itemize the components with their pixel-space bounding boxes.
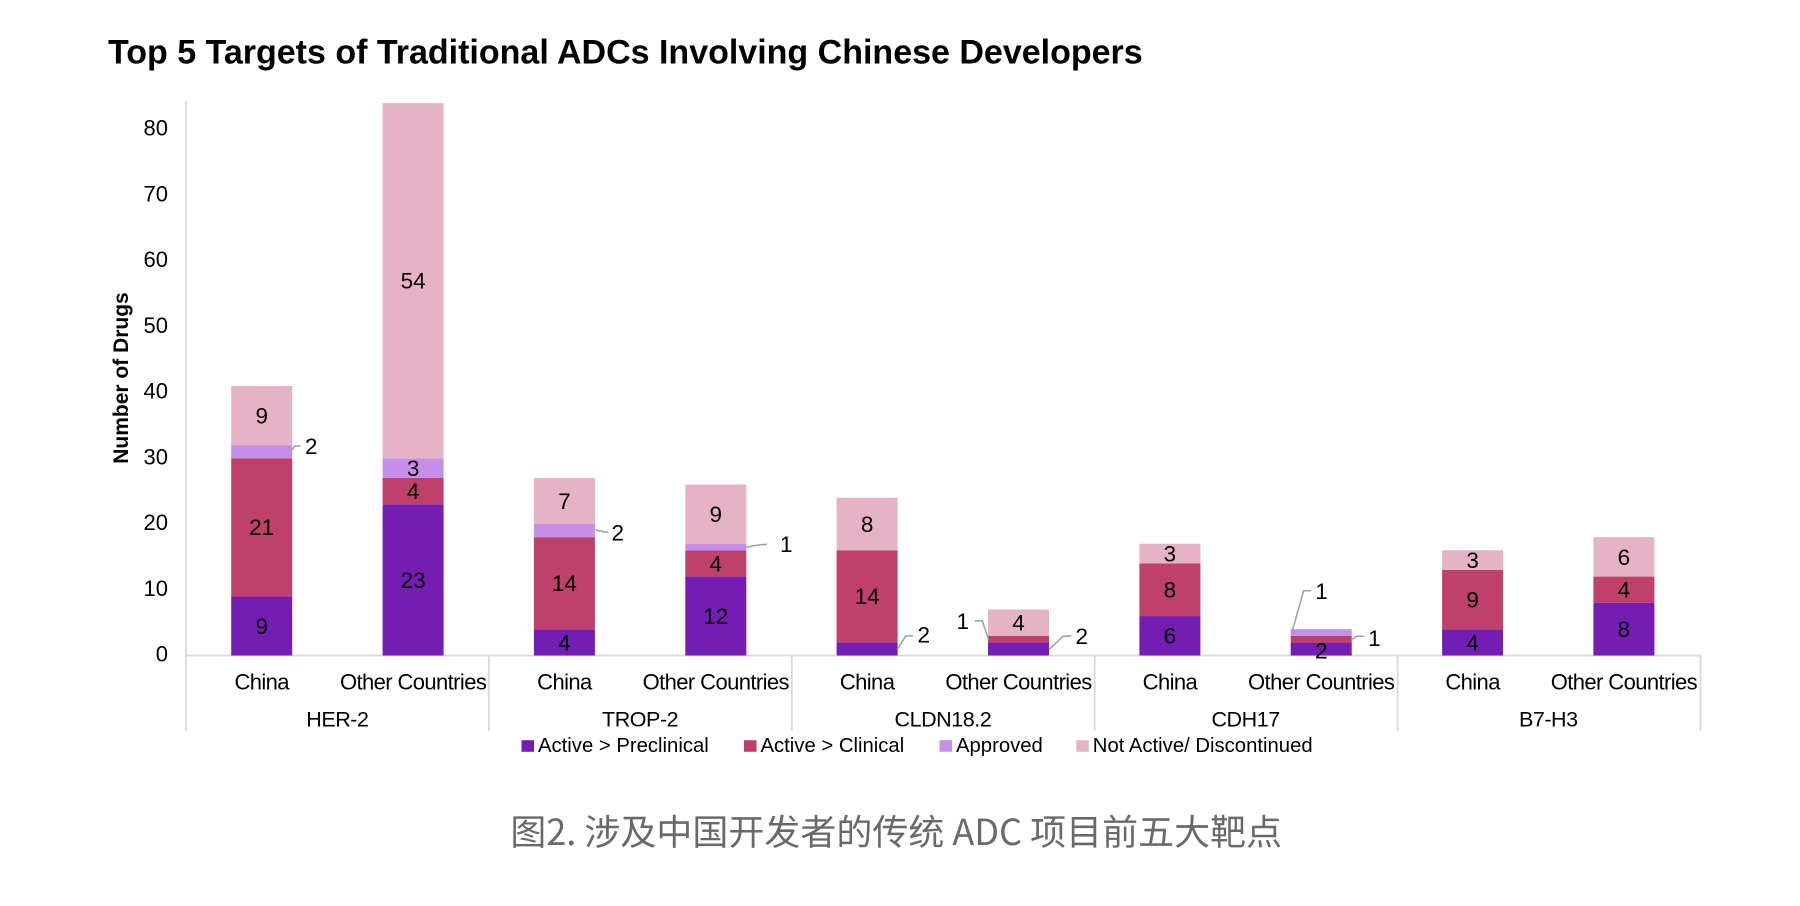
svg-text:3: 3 xyxy=(407,456,420,481)
svg-text:14: 14 xyxy=(552,571,577,596)
svg-text:China: China xyxy=(1445,670,1501,695)
svg-text:6: 6 xyxy=(1618,545,1631,570)
svg-text:12: 12 xyxy=(703,604,728,629)
svg-text:9: 9 xyxy=(255,403,268,428)
svg-text:4: 4 xyxy=(710,551,723,576)
svg-text:2: 2 xyxy=(1315,638,1328,663)
svg-text:2: 2 xyxy=(611,520,624,545)
svg-text:CLDN18.2: CLDN18.2 xyxy=(895,708,992,732)
svg-text:9: 9 xyxy=(255,614,268,639)
svg-text:Approved: Approved xyxy=(956,735,1043,757)
svg-text:1: 1 xyxy=(1368,626,1381,651)
svg-text:4: 4 xyxy=(407,479,420,504)
svg-text:China: China xyxy=(234,670,290,695)
svg-text:0: 0 xyxy=(156,642,168,667)
svg-text:Other Countries: Other Countries xyxy=(340,670,487,695)
svg-text:Other Countries: Other Countries xyxy=(945,670,1092,695)
svg-text:40: 40 xyxy=(144,379,168,404)
svg-text:23: 23 xyxy=(401,568,426,593)
svg-text:Other Countries: Other Countries xyxy=(1248,670,1395,695)
svg-text:2: 2 xyxy=(918,623,931,648)
svg-text:4: 4 xyxy=(1618,578,1631,603)
svg-text:70: 70 xyxy=(144,182,168,207)
svg-text:6: 6 xyxy=(1164,624,1177,649)
svg-text:20: 20 xyxy=(144,510,168,535)
svg-text:30: 30 xyxy=(144,445,168,470)
svg-text:7: 7 xyxy=(558,489,571,514)
svg-text:8: 8 xyxy=(861,512,874,537)
svg-text:China: China xyxy=(1143,670,1199,695)
svg-text:2: 2 xyxy=(1315,639,1328,664)
svg-text:TROP-2: TROP-2 xyxy=(602,708,678,732)
svg-text:Top 5 Targets of Traditional A: Top 5 Targets of Traditional ADCs Involv… xyxy=(108,34,1143,72)
svg-text:Number of Drugs: Number of Drugs xyxy=(110,292,133,464)
svg-text:60: 60 xyxy=(144,247,168,272)
svg-text:HER-2: HER-2 xyxy=(306,708,368,732)
svg-text:2: 2 xyxy=(1075,624,1088,649)
svg-text:8: 8 xyxy=(1164,578,1177,603)
svg-text:China: China xyxy=(840,670,896,695)
svg-text:4: 4 xyxy=(1012,610,1025,635)
svg-text:3: 3 xyxy=(1466,548,1479,573)
svg-text:4: 4 xyxy=(558,630,571,655)
svg-text:Other Countries: Other Countries xyxy=(1551,670,1698,695)
svg-text:1: 1 xyxy=(956,609,969,634)
svg-text:8: 8 xyxy=(1618,617,1631,642)
svg-text:54: 54 xyxy=(401,269,426,294)
svg-text:14: 14 xyxy=(855,584,880,609)
svg-text:50: 50 xyxy=(144,313,168,338)
svg-text:2: 2 xyxy=(305,434,318,459)
svg-text:1: 1 xyxy=(780,532,793,557)
svg-text:Not Active/ Discontinued: Not Active/ Discontinued xyxy=(1093,735,1313,757)
svg-text:9: 9 xyxy=(1466,587,1479,612)
svg-text:9: 9 xyxy=(710,502,723,527)
svg-text:21: 21 xyxy=(249,515,274,540)
svg-text:B7-H3: B7-H3 xyxy=(1519,708,1578,732)
svg-text:CDH17: CDH17 xyxy=(1211,708,1279,732)
svg-text:80: 80 xyxy=(144,116,168,141)
svg-text:1: 1 xyxy=(1315,579,1328,604)
svg-text:4: 4 xyxy=(1466,630,1479,655)
svg-text:3: 3 xyxy=(1164,541,1177,566)
svg-text:Active > Clinical: Active > Clinical xyxy=(761,735,905,757)
svg-text:Other Countries: Other Countries xyxy=(643,670,790,695)
svg-text:Active > Preclinical: Active > Preclinical xyxy=(538,735,709,757)
svg-text:10: 10 xyxy=(144,576,168,601)
svg-text:China: China xyxy=(537,670,593,695)
